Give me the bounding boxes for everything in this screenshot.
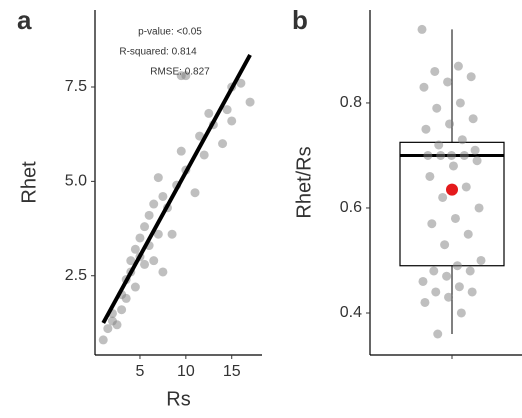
point [167, 229, 177, 239]
point [466, 72, 476, 82]
point [158, 267, 168, 277]
x-tick-label: 15 [223, 363, 241, 380]
point [445, 119, 455, 129]
point [245, 97, 255, 107]
point [140, 259, 150, 269]
box [399, 141, 505, 267]
point [421, 124, 431, 134]
point [222, 105, 232, 115]
point [442, 271, 452, 281]
point [436, 150, 446, 160]
point [135, 233, 145, 243]
point [457, 135, 467, 145]
point [465, 266, 475, 276]
y-axis-title: Rhet [18, 161, 40, 204]
point [126, 256, 136, 266]
point [144, 210, 154, 220]
point [467, 287, 477, 297]
point [461, 182, 471, 192]
y-tick-label: 0.4 [340, 304, 362, 321]
point [158, 191, 168, 201]
point [121, 293, 131, 303]
point [455, 98, 465, 108]
point [463, 229, 473, 239]
point [423, 150, 433, 160]
point [459, 150, 469, 160]
point [448, 161, 458, 171]
panel-label: b [292, 5, 308, 35]
point [418, 276, 428, 286]
point [430, 66, 440, 76]
point [472, 156, 482, 166]
fit-line [101, 53, 252, 324]
point [427, 219, 437, 229]
point [450, 213, 460, 223]
point [440, 240, 450, 250]
point [112, 320, 122, 330]
point [443, 77, 453, 87]
y-tick-label: 5.0 [65, 173, 87, 190]
point [130, 282, 140, 292]
x-axis-title: Rs [166, 388, 190, 410]
point [149, 199, 159, 209]
point [434, 140, 444, 150]
mean-point [446, 183, 458, 196]
point [195, 131, 205, 141]
point [452, 261, 462, 271]
point [419, 82, 429, 92]
x-tick-label: 10 [177, 363, 195, 380]
point [447, 150, 457, 160]
point [417, 24, 427, 34]
point [140, 222, 150, 232]
point [470, 145, 480, 155]
point [98, 335, 108, 345]
y-tick-label: 7.5 [65, 78, 87, 95]
point [425, 171, 435, 181]
point [432, 103, 442, 113]
annotation: R-squared: 0.814 [119, 47, 197, 58]
point [420, 297, 430, 307]
point [453, 61, 463, 71]
point [176, 71, 186, 81]
point [130, 244, 140, 254]
point [236, 78, 246, 88]
point [117, 305, 127, 315]
point [468, 114, 478, 124]
point [454, 282, 464, 292]
point [199, 150, 209, 160]
point [153, 173, 163, 183]
point [218, 139, 228, 149]
point [431, 287, 441, 297]
point [444, 292, 454, 302]
point [153, 229, 163, 239]
y-tick-label: 0.8 [340, 94, 362, 111]
point [149, 256, 159, 266]
point [438, 192, 448, 202]
y-axis-title: Rhet/Rs [293, 146, 315, 218]
point [429, 266, 439, 276]
point [456, 308, 466, 318]
point [474, 203, 484, 213]
point [204, 108, 214, 118]
point [227, 116, 237, 126]
point [190, 188, 200, 198]
annotation: p-value: <0.05 [138, 27, 202, 38]
y-tick-label: 2.5 [65, 267, 87, 284]
x-tick-label: 5 [136, 363, 145, 380]
point [476, 255, 486, 265]
point [176, 146, 186, 156]
y-tick-label: 0.6 [340, 199, 362, 216]
annotation: RMSE: 0.827 [150, 67, 210, 78]
point [103, 324, 113, 334]
panel-label: a [17, 5, 32, 35]
point [433, 329, 443, 339]
